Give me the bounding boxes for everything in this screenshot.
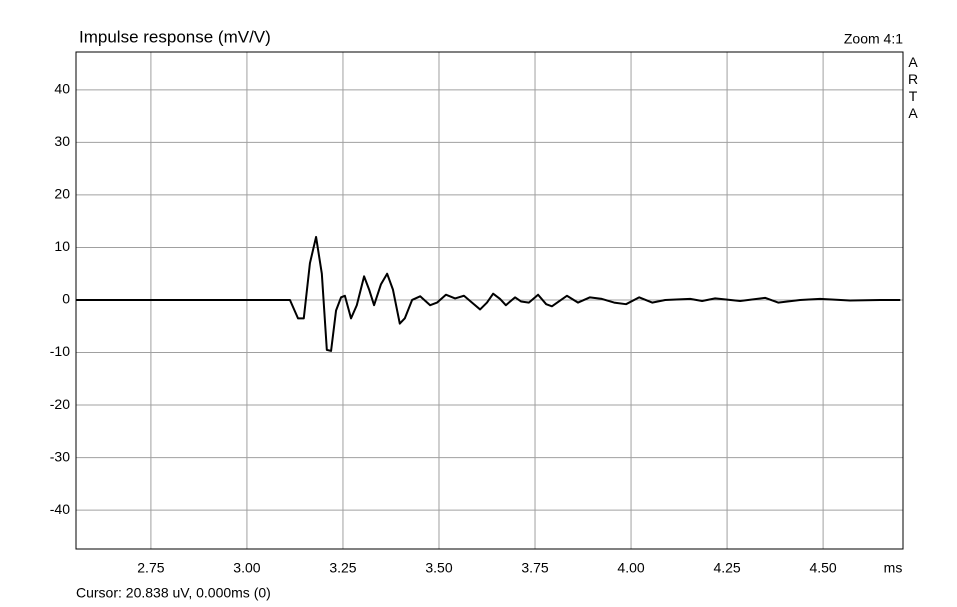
y-tick-label: 40 [54,81,70,97]
y-tick-label: -10 [50,343,70,359]
cursor-readout: Cursor: 20.838 uV, 0.000ms (0) [76,585,271,601]
x-tick-label: 4.50 [809,560,836,576]
x-tick-label: 3.00 [233,560,260,576]
impulse-line [76,235,901,352]
y-tick-label: -40 [50,501,70,517]
x-tick-label: 3.75 [521,560,548,576]
y-tick-label: 0 [62,291,70,307]
zoom-label: Zoom 4:1 [844,31,903,47]
y-tick-label: 20 [54,186,70,202]
plot-area: -40 -30 -20 -10 0 10 20 30 40 2.75 3.00 3.25 3.50 3.7… [50,51,904,576]
x-tick-label: 3.25 [329,560,356,576]
y-tick-label: -30 [50,448,70,464]
brand: ARTA [905,54,921,122]
x-tick-label: 4.25 [713,560,740,576]
y-tick-label: 10 [54,238,70,254]
y-tick-label: 30 [54,133,70,149]
x-tick-label: 2.75 [137,560,164,576]
x-axis-label: ms [884,560,903,576]
chart-title: Impulse response (mV/V) [79,27,271,46]
x-tick-label: 3.50 [425,560,452,576]
x-tick-label: 4.00 [617,560,644,576]
y-tick-label: -20 [50,396,70,412]
